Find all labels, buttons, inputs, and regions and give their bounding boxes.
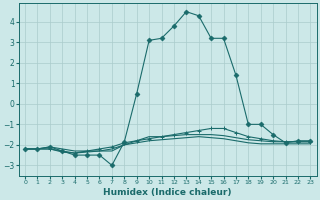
X-axis label: Humidex (Indice chaleur): Humidex (Indice chaleur) [103,188,232,197]
